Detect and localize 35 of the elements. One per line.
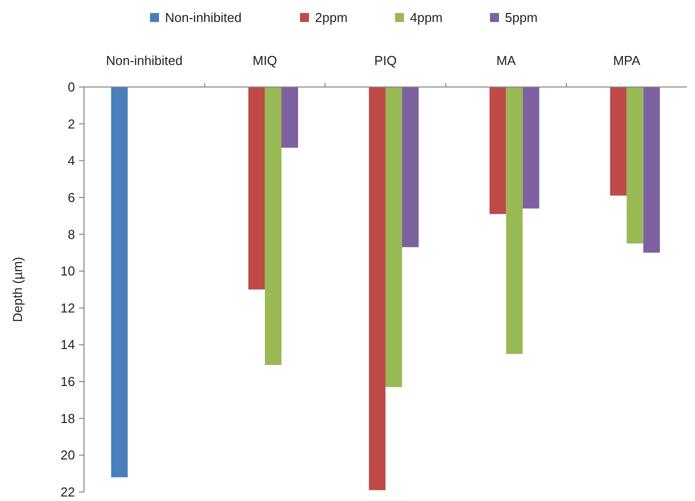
y-tick-label: 10 [60,264,75,279]
bar [490,87,506,214]
legend-label: 2ppm [315,10,348,25]
x-tick-label: PIQ [374,53,397,68]
legend-label: Non-inhibited [165,10,242,25]
bar [264,87,282,365]
bar [402,87,419,248]
x-tick-label: Non-inhibited [106,53,183,68]
y-tick-label: 0 [68,80,75,94]
x-tick-label: MPA [613,53,641,68]
y-tick-label: 4 [68,153,75,168]
y-tick-label: 20 [60,448,75,463]
y-tick-label: 2 [68,116,75,132]
y-axis-title: Depth (µm) [10,256,25,322]
bar [506,87,523,354]
y-tick-label: 18 [60,410,75,426]
x-tick-label: MA [496,53,516,68]
bar [626,87,644,244]
bar [386,87,402,388]
legend-label: 4ppm [410,10,443,25]
bar [111,87,128,478]
bar [643,87,660,253]
bar [610,87,627,196]
x-tick-label: MIQ [252,53,278,68]
y-tick-label: 8 [68,226,75,242]
bar [281,87,298,148]
bar [248,87,265,290]
y-tick-label: 6 [68,190,75,205]
y-tick-label: 22 [60,484,75,500]
bar [368,87,386,490]
y-tick-label: 12 [60,300,75,316]
legend-label: 5ppm [505,10,538,25]
y-tick-label: 14 [60,337,75,352]
bar [522,87,540,208]
y-tick-label: 16 [60,374,75,390]
